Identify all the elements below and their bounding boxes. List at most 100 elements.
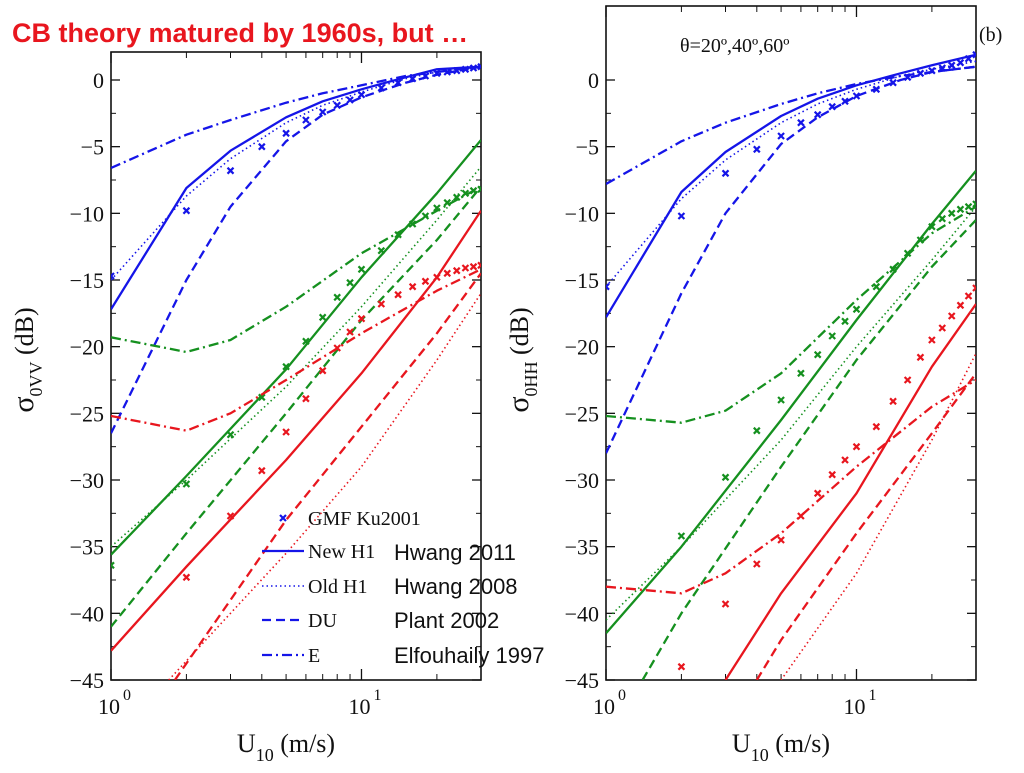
y-tick-label: −5 <box>81 135 104 160</box>
data-point-marker <box>841 456 849 464</box>
y-tick-label: −25 <box>565 401 599 426</box>
data-point-marker <box>889 265 897 274</box>
data-point-marker <box>394 78 402 87</box>
data-point-marker <box>777 536 785 544</box>
series-line-40-dotted <box>111 166 481 548</box>
data-point-marker <box>841 317 849 326</box>
legend-label: E <box>308 645 320 667</box>
data-point-marker <box>777 132 785 140</box>
x-tick-exponent: 1 <box>373 687 381 704</box>
data-point-marker <box>443 68 452 76</box>
series-line-60-dashdot <box>606 379 976 595</box>
series-line-20-dashed <box>111 65 481 434</box>
data-point-marker <box>302 394 310 403</box>
data-point-marker <box>461 189 470 198</box>
data-point-marker <box>903 249 912 258</box>
data-point-marker <box>947 61 956 70</box>
legend-label: New H1 <box>308 541 375 563</box>
data-point-marker <box>394 230 402 239</box>
series-line-40-solid <box>606 169 976 635</box>
data-point-marker <box>477 62 481 71</box>
x-tick-label: 10 <box>843 694 865 719</box>
y-tick-label: −10 <box>565 201 599 226</box>
data-point-marker <box>964 292 973 300</box>
series-line-60-dashed <box>755 372 976 680</box>
legend-label: Old H1 <box>308 576 367 598</box>
data-point-marker <box>872 422 881 431</box>
series-line-60-dotted <box>168 292 481 680</box>
y-axis-label: σ0HH (dB) <box>502 307 541 412</box>
data-point-marker <box>721 169 730 178</box>
series-line-40-solid <box>111 139 481 556</box>
data-point-marker <box>182 480 191 488</box>
data-point-marker <box>443 269 452 278</box>
slide-title: CB theory matured by 1960s, but … <box>12 18 469 48</box>
x-tick-exponent: 0 <box>123 687 131 704</box>
data-point-marker <box>852 442 861 451</box>
data-point-marker <box>433 204 441 212</box>
y-tick-label: −30 <box>70 468 104 493</box>
data-point-marker <box>928 336 936 344</box>
data-point-marker <box>677 532 686 540</box>
data-point-marker <box>333 344 341 352</box>
data-point-marker <box>938 64 947 72</box>
panel-label: (b) <box>979 24 1002 46</box>
data-point-marker <box>916 353 925 362</box>
y-tick-label: 0 <box>588 68 599 93</box>
series-group <box>606 50 976 680</box>
y-tick-label: −5 <box>576 135 599 160</box>
x-tick-label: 10 <box>593 694 615 719</box>
data-point-marker <box>813 110 822 119</box>
data-point-marker <box>333 293 341 302</box>
series-line-60-solid <box>724 303 976 680</box>
data-point-marker <box>889 78 897 87</box>
data-point-marker <box>302 116 310 124</box>
data-point-marker <box>461 65 470 74</box>
data-point-marker <box>828 332 836 340</box>
y-tick-label: −45 <box>565 668 599 693</box>
data-point-marker <box>928 222 936 231</box>
data-point-marker <box>797 512 805 520</box>
data-point-marker <box>828 102 836 111</box>
data-point-marker <box>182 573 191 582</box>
data-point-marker <box>318 366 327 375</box>
y-tick-label: −35 <box>565 535 599 560</box>
y-tick-label: −15 <box>565 268 599 293</box>
series-group <box>111 62 481 680</box>
x-tick-label: 10 <box>348 694 370 719</box>
y-tick-label: 0 <box>93 68 104 93</box>
y-tick-label: −40 <box>70 601 104 626</box>
note-elfouhaily-1997: Elfouhaily 1997 <box>394 643 545 668</box>
data-point-marker <box>318 313 327 322</box>
series-line-40-dashed <box>641 219 976 680</box>
series-line-60-dotted <box>780 352 976 680</box>
data-point-marker <box>357 265 366 274</box>
series-line-20-solid <box>111 65 481 310</box>
data-point-marker <box>797 118 805 127</box>
data-point-marker <box>947 209 956 218</box>
data-point-marker <box>282 129 290 138</box>
data-point-marker <box>606 282 610 291</box>
data-point-marker <box>377 246 386 255</box>
data-point-marker <box>357 90 366 99</box>
data-point-marker <box>972 200 976 208</box>
series-line-20-dashdot <box>111 65 481 170</box>
data-point-marker <box>346 328 354 336</box>
y-tick-label: −35 <box>70 535 104 560</box>
y-tick-label: −45 <box>70 668 104 693</box>
data-point-marker <box>377 84 386 92</box>
legend-label: DU <box>308 610 337 632</box>
data-point-marker <box>433 273 441 282</box>
data-point-marker <box>813 350 822 359</box>
data-point-marker <box>721 473 730 482</box>
y-axis-label: σ0VV (dB) <box>7 307 46 412</box>
series-line-20-dotted <box>606 60 976 288</box>
chart-legend: GMF Ku2001 New H1 Old H1 DU E <box>262 508 421 667</box>
series-line-40-dashed <box>111 185 481 628</box>
data-point-marker <box>469 64 478 72</box>
series-line-40-dotted <box>606 206 976 621</box>
series-line-20-solid <box>606 53 976 318</box>
data-point-marker <box>938 324 947 332</box>
